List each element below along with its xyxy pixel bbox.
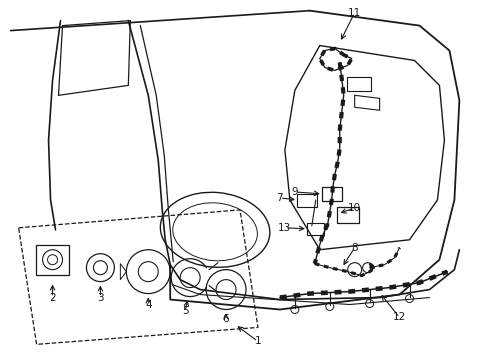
Text: 7: 7 — [276, 193, 283, 203]
Text: 4: 4 — [144, 300, 151, 310]
Text: 3: 3 — [97, 293, 103, 302]
Text: 10: 10 — [347, 203, 361, 213]
Text: 2: 2 — [49, 293, 56, 302]
Text: 9: 9 — [291, 187, 298, 197]
Text: 11: 11 — [347, 8, 361, 18]
Text: 5: 5 — [182, 306, 188, 316]
Text: 12: 12 — [392, 312, 406, 323]
Text: 13: 13 — [278, 223, 291, 233]
Text: 8: 8 — [351, 243, 357, 253]
Text: 1: 1 — [254, 336, 261, 346]
Text: 6: 6 — [223, 314, 229, 324]
